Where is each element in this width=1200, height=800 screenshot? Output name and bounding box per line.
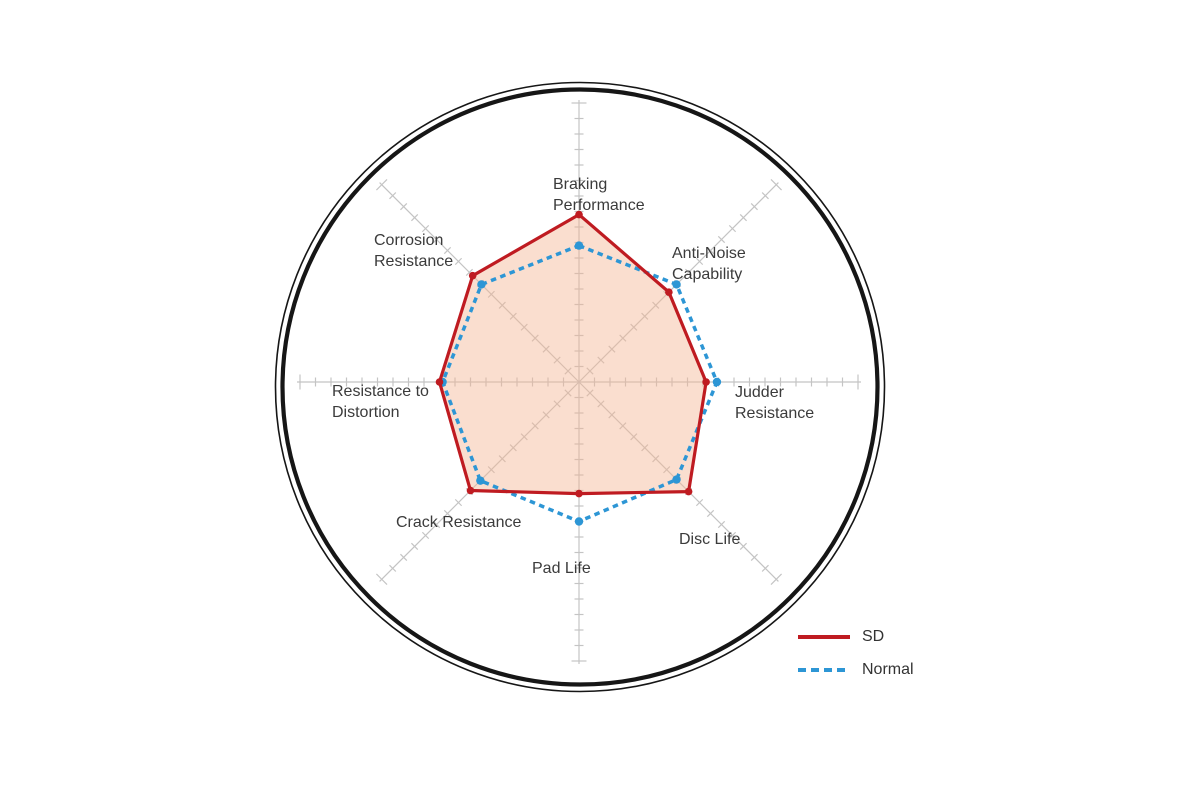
axis-label-corrosion-resistance: Corrosion Resistance (374, 232, 454, 270)
legend-swatch-sd-solid-line (798, 635, 850, 639)
legend-label-sd: SD (862, 628, 885, 645)
legend-item-sd: SD (798, 626, 884, 648)
axis-label-anti-noise-capability: Anti-Noise Capability (672, 245, 746, 283)
axis-label-pad-life: Pad Life (532, 560, 591, 577)
legend-label-normal: Normal (862, 661, 914, 678)
axis-label-crack-resistance: Crack Resistance (396, 514, 522, 531)
axis-label-disc-life: Disc Life (679, 531, 741, 548)
legend-item-normal: Normal (798, 659, 914, 681)
legend-swatch-normal-dashed-line (798, 668, 850, 672)
axis-label-resistance-to-distortion: Resistance to Distortion (332, 383, 429, 421)
axis-label-braking-performance: Braking Performance (553, 176, 645, 214)
axis-label-judder-resistance: Judder Resistance (735, 384, 815, 422)
